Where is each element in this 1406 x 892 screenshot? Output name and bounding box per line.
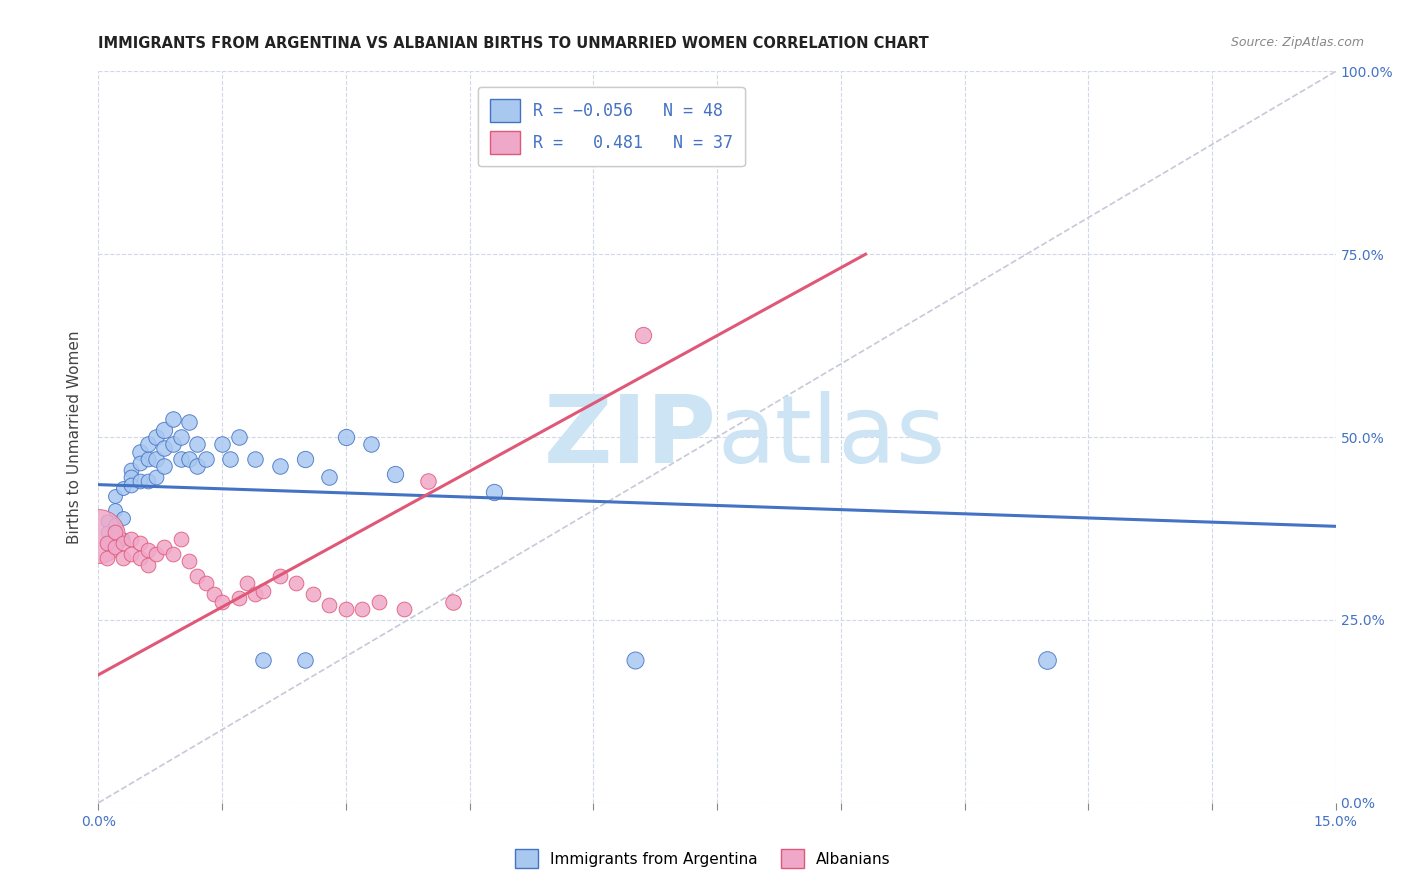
Point bbox=[128, 474, 150, 488]
Point bbox=[136, 558, 159, 573]
Point bbox=[162, 437, 184, 451]
Point bbox=[145, 470, 167, 484]
Point bbox=[194, 452, 217, 467]
Point bbox=[104, 540, 127, 554]
Point bbox=[120, 463, 142, 477]
Point bbox=[179, 554, 201, 568]
Point bbox=[112, 536, 135, 550]
Point bbox=[360, 437, 382, 451]
Point bbox=[1036, 653, 1059, 667]
Legend: Immigrants from Argentina, Albanians: Immigrants from Argentina, Albanians bbox=[508, 841, 898, 875]
Point bbox=[96, 536, 118, 550]
Point bbox=[285, 576, 308, 591]
Point bbox=[243, 452, 266, 467]
Point bbox=[153, 459, 176, 474]
Point bbox=[170, 430, 193, 444]
Point bbox=[120, 477, 142, 491]
Point bbox=[145, 430, 167, 444]
Point bbox=[484, 485, 506, 500]
Point bbox=[128, 536, 150, 550]
Point bbox=[128, 444, 150, 458]
Point bbox=[228, 591, 250, 605]
Point bbox=[243, 587, 266, 601]
Point bbox=[352, 602, 374, 616]
Y-axis label: Births to Unmarried Women: Births to Unmarried Women bbox=[67, 330, 83, 544]
Point bbox=[120, 547, 142, 561]
Point bbox=[318, 599, 340, 613]
Point bbox=[228, 430, 250, 444]
Point bbox=[104, 503, 127, 517]
Point bbox=[153, 540, 176, 554]
Point bbox=[186, 437, 208, 451]
Point bbox=[631, 327, 654, 342]
Point bbox=[335, 602, 357, 616]
Point bbox=[136, 452, 159, 467]
Point bbox=[211, 437, 233, 451]
Point bbox=[96, 550, 118, 565]
Point bbox=[162, 412, 184, 426]
Text: Source: ZipAtlas.com: Source: ZipAtlas.com bbox=[1230, 36, 1364, 49]
Point bbox=[162, 547, 184, 561]
Point bbox=[367, 594, 389, 608]
Point bbox=[104, 517, 127, 532]
Point bbox=[318, 470, 340, 484]
Point bbox=[418, 474, 440, 488]
Legend: R = −0.056   N = 48, R =   0.481   N = 37: R = −0.056 N = 48, R = 0.481 N = 37 bbox=[478, 87, 745, 166]
Point bbox=[202, 587, 225, 601]
Point bbox=[179, 452, 201, 467]
Point bbox=[120, 533, 142, 547]
Text: IMMIGRANTS FROM ARGENTINA VS ALBANIAN BIRTHS TO UNMARRIED WOMEN CORRELATION CHAR: IMMIGRANTS FROM ARGENTINA VS ALBANIAN BI… bbox=[98, 36, 929, 51]
Point bbox=[302, 587, 325, 601]
Point bbox=[128, 550, 150, 565]
Point bbox=[392, 602, 415, 616]
Point bbox=[186, 569, 208, 583]
Point bbox=[170, 452, 193, 467]
Point bbox=[170, 533, 193, 547]
Point bbox=[236, 576, 259, 591]
Point bbox=[136, 474, 159, 488]
Point bbox=[211, 594, 233, 608]
Text: ZIP: ZIP bbox=[544, 391, 717, 483]
Point bbox=[145, 547, 167, 561]
Point bbox=[136, 543, 159, 558]
Point bbox=[219, 452, 242, 467]
Point bbox=[269, 459, 291, 474]
Point bbox=[128, 456, 150, 470]
Point bbox=[104, 489, 127, 503]
Point bbox=[96, 514, 118, 528]
Point bbox=[441, 594, 464, 608]
Point bbox=[194, 576, 217, 591]
Point bbox=[623, 653, 645, 667]
Point bbox=[96, 536, 118, 550]
Point bbox=[269, 569, 291, 583]
Point bbox=[153, 441, 176, 455]
Point bbox=[294, 653, 316, 667]
Point bbox=[120, 470, 142, 484]
Point bbox=[335, 430, 357, 444]
Point bbox=[112, 481, 135, 495]
Point bbox=[294, 452, 316, 467]
Point bbox=[112, 510, 135, 524]
Point bbox=[96, 525, 118, 540]
Point bbox=[145, 452, 167, 467]
Point bbox=[179, 416, 201, 430]
Point bbox=[252, 583, 274, 598]
Point bbox=[186, 459, 208, 474]
Point bbox=[153, 423, 176, 437]
Point bbox=[87, 529, 110, 543]
Point bbox=[104, 525, 127, 540]
Point bbox=[112, 533, 135, 547]
Point bbox=[112, 550, 135, 565]
Point bbox=[384, 467, 406, 481]
Text: atlas: atlas bbox=[717, 391, 945, 483]
Point bbox=[252, 653, 274, 667]
Point bbox=[136, 437, 159, 451]
